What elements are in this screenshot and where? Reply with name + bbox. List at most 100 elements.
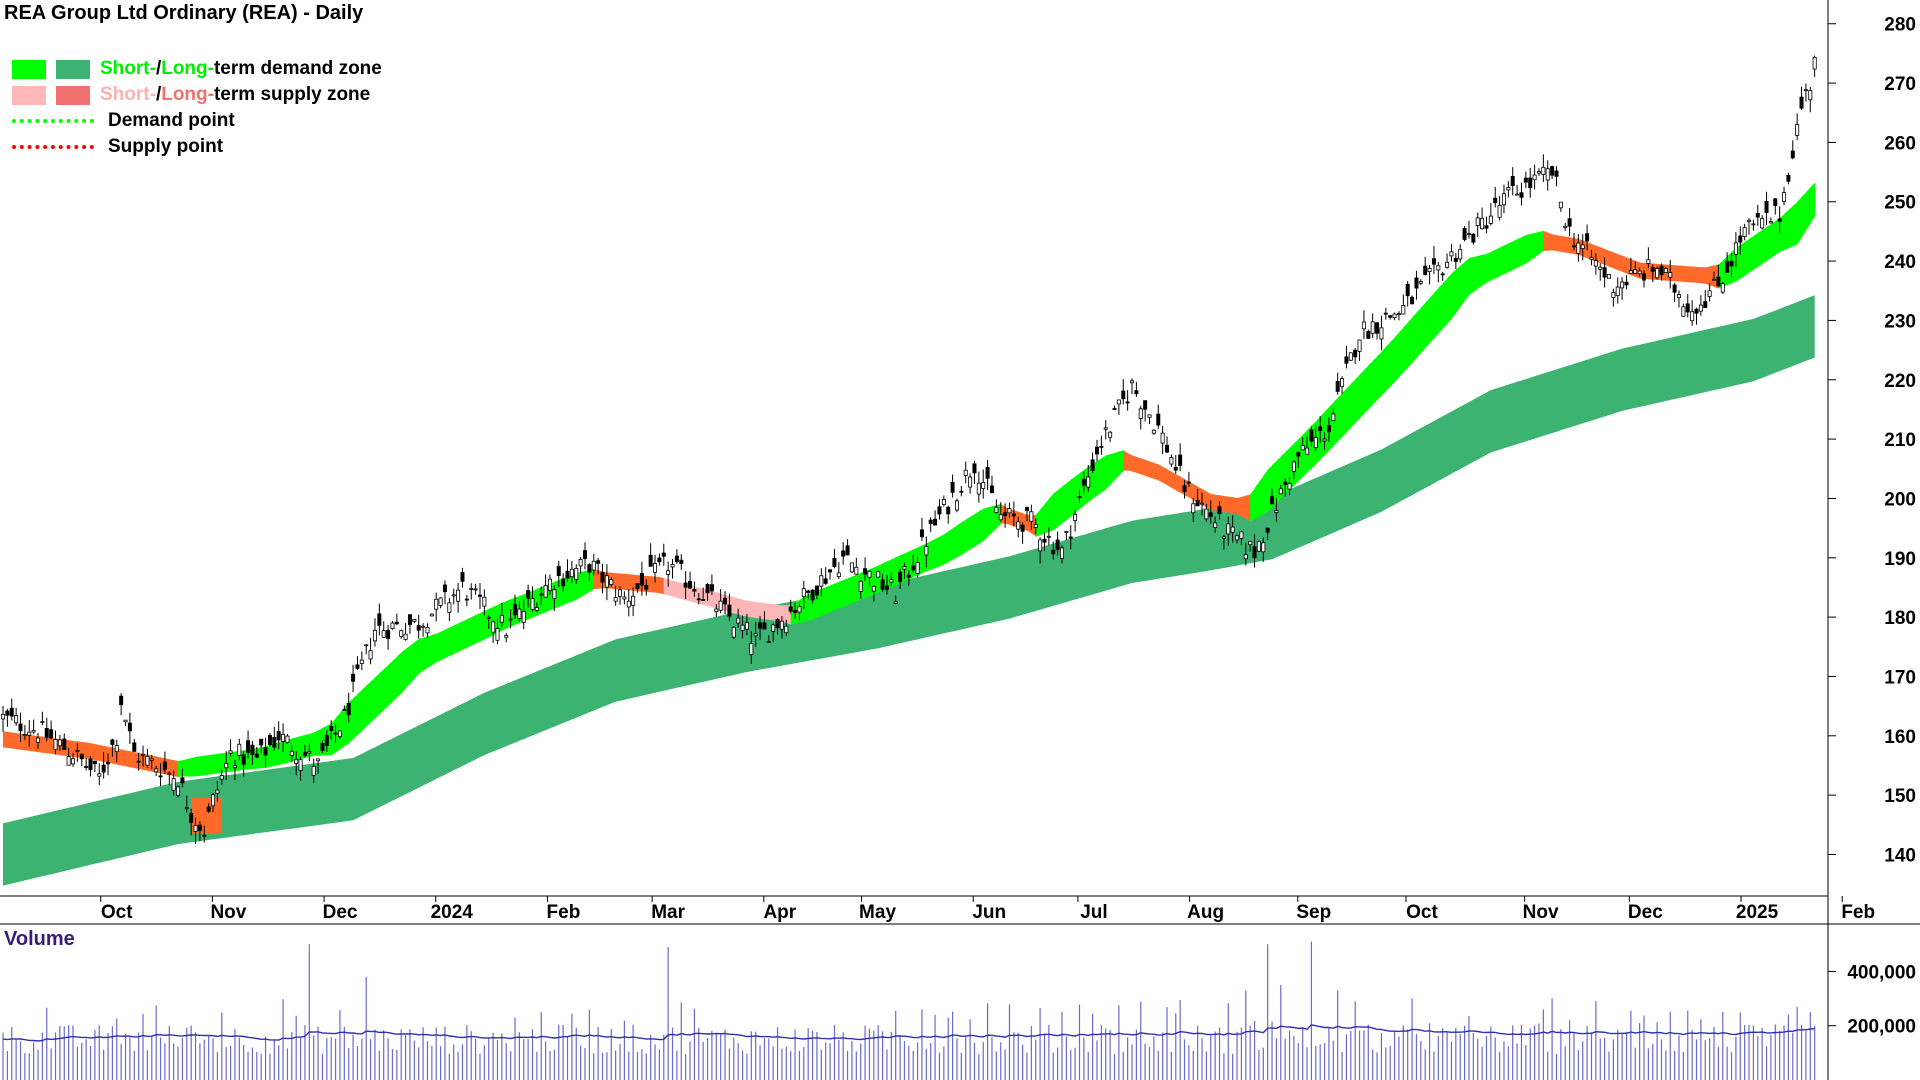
candle-body [911, 565, 916, 571]
candle-body [381, 630, 386, 638]
legend-supply-point: Supply point [12, 134, 382, 160]
candle-body [1633, 269, 1638, 274]
candle-body [1042, 538, 1047, 543]
short-term-zone-segment [1241, 495, 1247, 519]
short-term-zone-segment [1053, 490, 1059, 531]
candle-body [744, 621, 749, 630]
candle-body [84, 766, 89, 768]
candle-body [176, 786, 181, 797]
short-term-zone-segment [1149, 461, 1155, 479]
candle-body [1090, 459, 1095, 471]
candle-body [1331, 413, 1336, 422]
candle-body [294, 758, 299, 764]
short-term-zone-segment [1372, 356, 1378, 405]
candle-body [416, 625, 421, 631]
short-term-zone-segment [742, 599, 748, 617]
candle-body [587, 564, 592, 573]
candle-body [162, 761, 167, 771]
candle-body [298, 759, 303, 771]
x-tick-label: Nov [210, 902, 246, 923]
short-term-zone-segment [475, 612, 481, 644]
candle-body [171, 778, 176, 791]
candle-body [1418, 281, 1423, 284]
candle-body [1685, 303, 1690, 313]
short-term-zone-segment [1530, 232, 1536, 261]
candle-body [565, 570, 570, 579]
short-term-zone-segment [1293, 439, 1299, 486]
short-term-zone-segment [620, 573, 625, 590]
candle-body [1541, 166, 1546, 175]
short-term-zone-segment [1696, 266, 1702, 284]
x-tick-label: Oct [1406, 902, 1438, 923]
short-term-zone-segment [628, 574, 634, 591]
candle-body [972, 463, 977, 474]
candle-body [727, 604, 732, 617]
short-term-zone-segment [1333, 397, 1339, 447]
candle-body [1318, 426, 1323, 431]
candle-body [1024, 507, 1029, 511]
short-term-zone-segment [195, 756, 201, 777]
candle-body [79, 753, 84, 760]
candle-body [267, 735, 272, 746]
short-term-zone-segment [269, 743, 275, 767]
candle-body [937, 506, 942, 515]
candle-body [456, 589, 461, 602]
short-term-zone-segment [1613, 252, 1619, 271]
short-term-zone-segment [803, 594, 809, 622]
candle-body [1186, 481, 1191, 484]
short-term-zone-segment [204, 755, 210, 776]
candle-body [364, 644, 369, 647]
short-term-zone-segment [1276, 456, 1282, 503]
candle-body [968, 476, 973, 488]
short-term-zone-segment [1451, 269, 1457, 319]
candle-body [1716, 276, 1721, 287]
candle-body [359, 659, 364, 664]
candle-body [635, 583, 640, 590]
candle-body [1156, 413, 1161, 426]
candle-body [933, 518, 938, 526]
candle-body [508, 618, 513, 621]
legend-demand-dotted-line [12, 119, 94, 123]
candle-body [1138, 408, 1143, 419]
short-term-zone-segment [1753, 232, 1759, 270]
candle-body [320, 743, 325, 751]
volume-average-line [2, 1024, 1815, 1042]
candle-body [1672, 284, 1677, 293]
candle-body [946, 506, 951, 515]
candle-body [1322, 438, 1327, 442]
short-term-zone-segment [1118, 450, 1124, 476]
candle-body [372, 629, 377, 642]
short-term-zone-segment [440, 629, 446, 661]
short-term-zone-segment [1390, 337, 1396, 387]
candle-body [491, 621, 496, 633]
x-tick-label: Jun [972, 902, 1006, 923]
short-term-zone-segment [580, 570, 586, 598]
candle-body [289, 751, 294, 756]
y-tick-label: 180 [1884, 608, 1916, 629]
short-term-zone-segment [1420, 302, 1426, 353]
candle-body [653, 563, 658, 573]
candle-body [1519, 192, 1524, 198]
candle-body [736, 617, 741, 624]
short-term-zone-segment [1145, 459, 1151, 478]
short-term-zone-segment [781, 605, 787, 624]
short-term-zone-segment [16, 733, 22, 750]
short-term-zone-segment [593, 569, 599, 590]
candle-body [1493, 197, 1498, 204]
short-term-zone-segment [1110, 452, 1116, 485]
candle-body [797, 606, 802, 613]
short-term-zone-segment [423, 636, 428, 671]
candle-body [1007, 508, 1012, 514]
legend-sep: / [155, 58, 162, 79]
short-term-zone-segment [1552, 234, 1557, 252]
candle-body [1606, 274, 1611, 279]
short-term-zone-segment [217, 753, 223, 774]
candle-body [106, 761, 111, 765]
short-term-zone-segment [213, 753, 218, 775]
candle-body [740, 624, 745, 631]
short-term-zone-segment [1368, 360, 1374, 410]
candle-body [1252, 546, 1257, 559]
candle-body [1178, 454, 1183, 466]
short-term-zone-segment [1766, 224, 1772, 261]
candle-body [1173, 466, 1178, 471]
